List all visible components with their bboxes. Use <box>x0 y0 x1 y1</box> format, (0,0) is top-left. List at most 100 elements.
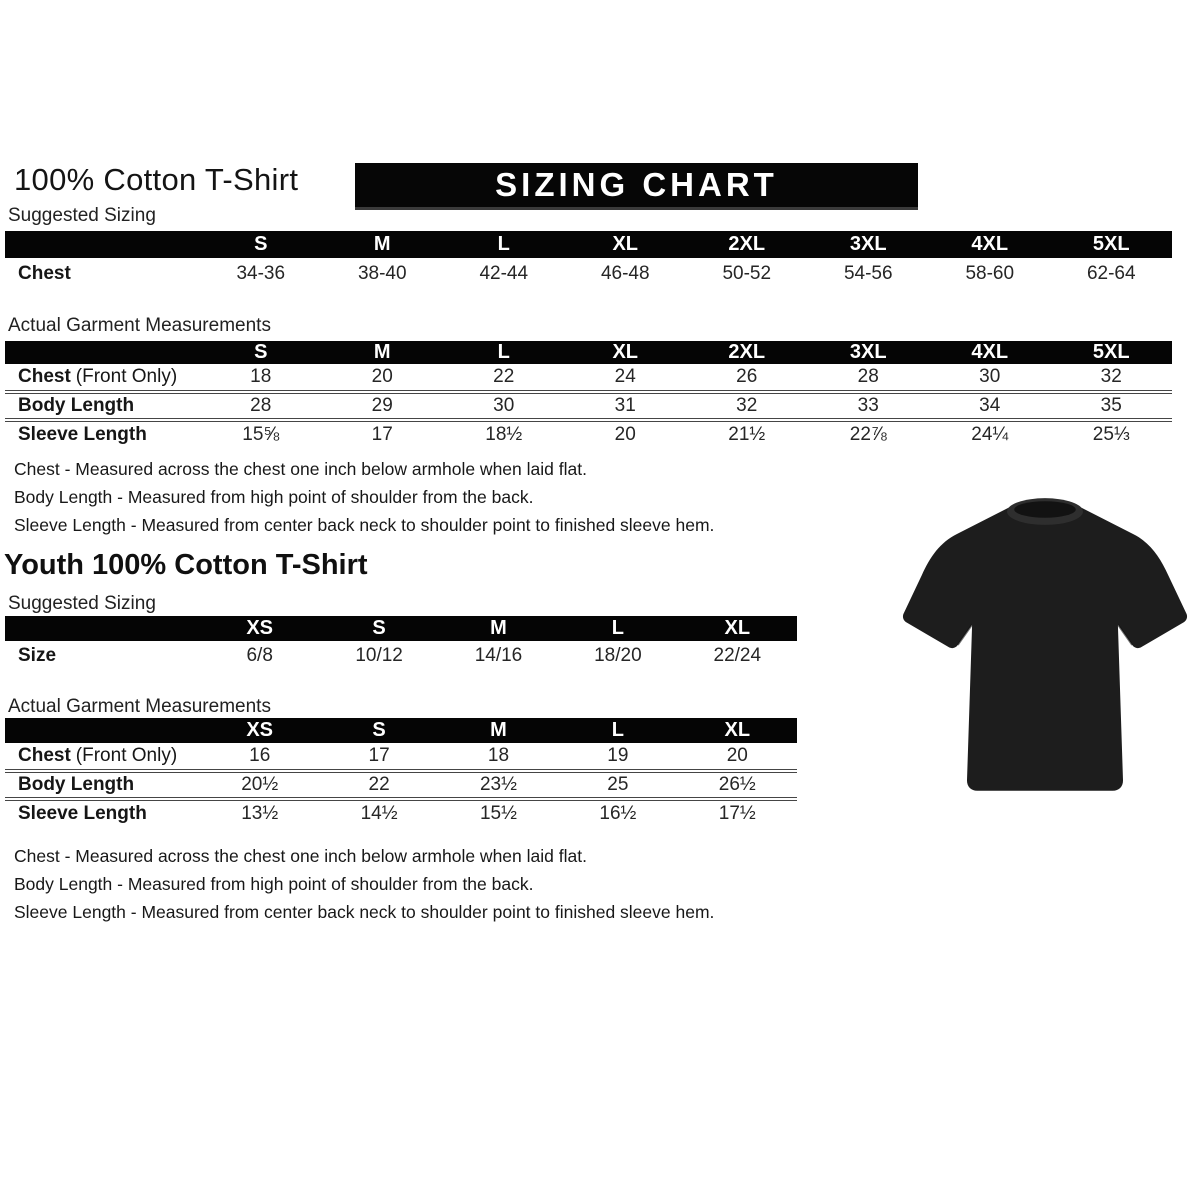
adult-suggested-sizing-label: Suggested Sizing <box>8 205 156 226</box>
table-row-chest-front-only: Chest (Front Only) 18 20 22 24 26 28 30 3… <box>5 364 1172 392</box>
size-value-cell: 19 <box>607 745 629 766</box>
column-header-cell: M <box>321 341 443 364</box>
size-value-cell: 18 <box>487 745 510 766</box>
size-value-cell: 20 <box>726 745 748 766</box>
column-header-cell: XL <box>564 231 686 258</box>
row-label-suffix: (Front Only) <box>75 366 178 387</box>
size-value-cell: 18/20 <box>594 645 642 666</box>
measurement-note: Chest - Measured across the chest one in… <box>14 846 587 866</box>
size-value-cell: 18½ <box>443 418 565 448</box>
size-value-cell: 13½ <box>200 797 320 827</box>
adult-suggested-table: S M L XL 2XL 3XL 4XL 5XL Chest 34-36 38-… <box>5 231 1172 290</box>
tshirt-sleeve-seams <box>956 623 1134 646</box>
column-header-cell: 3XL <box>807 341 929 364</box>
column-header-cell: 4XL <box>929 231 1051 258</box>
size-value-cell: 10/12 <box>355 645 403 666</box>
row-label-cell: Chest (Front Only) <box>5 743 200 771</box>
youth-suggested-header-row: XS S M L XL <box>5 616 797 641</box>
table-row-body-length: Body Length 20½ 22 23½ 25 26½ <box>5 769 797 799</box>
size-value-cell: 29 <box>321 390 443 420</box>
column-header-cell: 2XL <box>686 341 808 364</box>
column-header-cell: 2XL <box>686 231 808 258</box>
corner-cell <box>5 718 200 743</box>
size-value-cell: 33 <box>807 390 929 420</box>
row-label: Chest <box>18 745 71 766</box>
column-header-cell: M <box>438 718 559 743</box>
table-row-chest-front-only: Chest (Front Only) 16 17 18 19 20 <box>5 743 797 771</box>
column-header-cell: L <box>443 341 565 364</box>
corner-cell <box>5 341 200 364</box>
adult-measurement-notes: Chest - Measured across the chest one in… <box>14 455 714 539</box>
table-row-body-length: Body Length 28 29 30 31 32 33 34 35 <box>5 390 1172 420</box>
column-header-cell: XL <box>677 718 797 743</box>
size-value-cell: 31 <box>564 390 686 420</box>
size-value-cell: 20 <box>371 366 393 387</box>
column-header-cell: 5XL <box>1050 231 1172 258</box>
column-header-cell: XL <box>677 616 797 641</box>
corner-cell <box>5 231 200 258</box>
tshirt-image <box>902 498 1188 791</box>
measurement-note: Sleeve Length - Measured from center bac… <box>14 515 715 535</box>
size-value-cell: 50-52 <box>722 263 772 284</box>
table-row-size: Size 6/8 10/12 14/16 18/20 22/24 <box>5 641 797 671</box>
size-value-cell: 16½ <box>558 797 678 827</box>
column-header-cell: M <box>321 231 443 258</box>
banner-text: SIZING CHART <box>495 166 778 203</box>
row-label-cell: Sleeve Length <box>5 418 200 448</box>
size-value-cell: 34-36 <box>236 263 286 284</box>
size-value-cell: 32 <box>686 390 808 420</box>
size-value-cell: 17 <box>321 418 443 448</box>
size-value-cell: 6/8 <box>246 645 273 666</box>
size-value-cell: 28 <box>200 390 322 420</box>
size-value-cell: 14½ <box>319 797 439 827</box>
column-header-cell: 3XL <box>807 231 929 258</box>
size-value-cell: 14/16 <box>474 645 523 666</box>
size-value-cell: 25 <box>558 769 678 799</box>
youth-suggested-table: XS S M L XL Size 6/8 10/12 14/16 18/20 2… <box>5 616 797 671</box>
measurement-note: Body Length - Measured from high point o… <box>14 874 534 894</box>
size-value-cell: 15½ <box>438 797 559 827</box>
table-row-chest: Chest 34-36 38-40 42-44 46-48 50-52 54-5… <box>5 258 1172 290</box>
column-header-cell: L <box>558 616 678 641</box>
size-value-cell: 26½ <box>677 769 797 799</box>
youth-suggested-sizing-label: Suggested Sizing <box>8 593 156 614</box>
size-value-cell: 35 <box>1050 390 1172 420</box>
size-value-cell: 16 <box>249 745 271 766</box>
size-value-cell: 17 <box>368 745 390 766</box>
column-header-cell: 4XL <box>929 341 1051 364</box>
adult-suggested-header-row: S M L XL 2XL 3XL 4XL 5XL <box>5 231 1172 258</box>
adult-actual-table: S M L XL 2XL 3XL 4XL 5XL Chest (Front Onl… <box>5 341 1172 448</box>
size-value-cell: 24 <box>614 366 636 387</box>
row-label-cell: Sleeve Length <box>5 797 200 827</box>
size-value-cell: 25⅓ <box>1050 418 1172 448</box>
size-value-cell: 22⅞ <box>807 418 929 448</box>
size-value-cell: 22/24 <box>713 645 762 666</box>
size-value-cell: 23½ <box>438 769 559 799</box>
size-value-cell: 54-56 <box>843 263 893 284</box>
size-value-cell: 30 <box>443 390 565 420</box>
youth-measurement-notes: Chest - Measured across the chest one in… <box>14 842 714 926</box>
row-label-cell: Chest (Front Only) <box>5 364 200 392</box>
size-value-cell: 58-60 <box>965 263 1015 284</box>
size-value-cell: 28 <box>857 366 879 387</box>
corner-cell <box>5 616 200 641</box>
adult-actual-measurements-label: Actual Garment Measurements <box>8 315 271 336</box>
row-label-cell: Chest <box>18 263 71 284</box>
row-label-cell: Body Length <box>5 769 200 799</box>
size-value-cell: 22 <box>319 769 439 799</box>
measurement-note: Chest - Measured across the chest one in… <box>14 459 587 479</box>
youth-section-title: Youth 100% Cotton T-Shirt <box>4 549 368 581</box>
measurement-note: Sleeve Length - Measured from center bac… <box>14 902 715 922</box>
column-header-cell: XS <box>200 718 320 743</box>
column-header-cell: XL <box>564 341 686 364</box>
tshirt-neck-opening <box>1014 501 1076 518</box>
column-header-cell: S <box>200 231 322 258</box>
column-header-cell: S <box>200 341 322 364</box>
size-value-cell: 21½ <box>686 418 808 448</box>
size-value-cell: 30 <box>979 366 1001 387</box>
size-value-cell: 17½ <box>677 797 797 827</box>
column-header-cell: 5XL <box>1050 341 1172 364</box>
size-value-cell: 24¼ <box>929 418 1051 448</box>
page-title: 100% Cotton T-Shirt <box>14 162 299 197</box>
